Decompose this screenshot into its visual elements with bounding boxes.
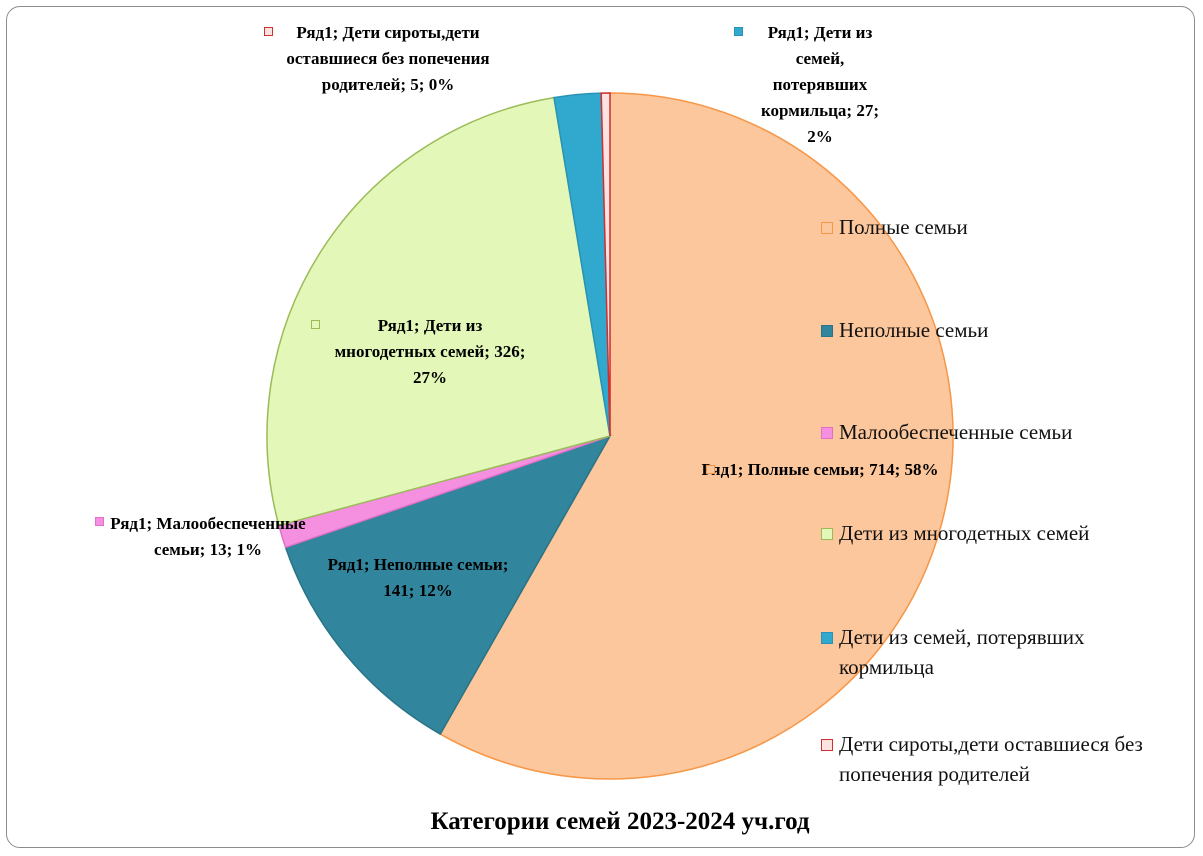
data-label: Ряд1; Дети из многодетных семей; 326; 27…: [334, 316, 526, 387]
legend-label: Дети сироты,дети оставшиеся без попечени…: [839, 732, 1143, 786]
legend-key: [821, 528, 833, 540]
data-label-key: [95, 517, 104, 526]
data-label: Ряд1; Неполные семьи; 141; 12%: [327, 555, 509, 600]
legend-key: [821, 632, 833, 644]
legend-key: [821, 325, 833, 337]
data-label: Ряд1; Малообеспеченные семьи; 13; 1%: [110, 514, 306, 559]
data-label-key: [706, 465, 715, 474]
pie-slice: [266, 96, 611, 527]
legend-key: [821, 739, 833, 751]
legend-label: Полные семьи: [839, 215, 968, 239]
pie-slice: [284, 434, 612, 736]
data-label-key: [311, 320, 320, 329]
data-label-key: [734, 27, 743, 36]
data-label: Ряд1; Дети сироты,дети оставшиеся без по…: [286, 23, 490, 94]
chart-frame: [6, 6, 1195, 848]
legend-key: [821, 222, 833, 234]
legend-label: Неполные семьи: [839, 318, 989, 342]
legend-key: [821, 427, 833, 439]
legend-label: Малообеспеченные семьи: [839, 420, 1073, 444]
data-label-key: [264, 27, 273, 36]
data-label: Ряд1; Полные семьи; 714; 58%: [701, 460, 939, 479]
legend-label: Дети из семей, потерявших кормильца: [839, 625, 1085, 679]
data-label: Ряд1; Дети из семей, потерявших кормильц…: [760, 23, 880, 146]
legend-label: Дети из многодетных семей: [839, 521, 1090, 545]
pie-slice: [600, 92, 611, 437]
chart-title: Категории семей 2023-2024 уч.год: [430, 808, 810, 835]
pie-slice: [439, 92, 954, 780]
